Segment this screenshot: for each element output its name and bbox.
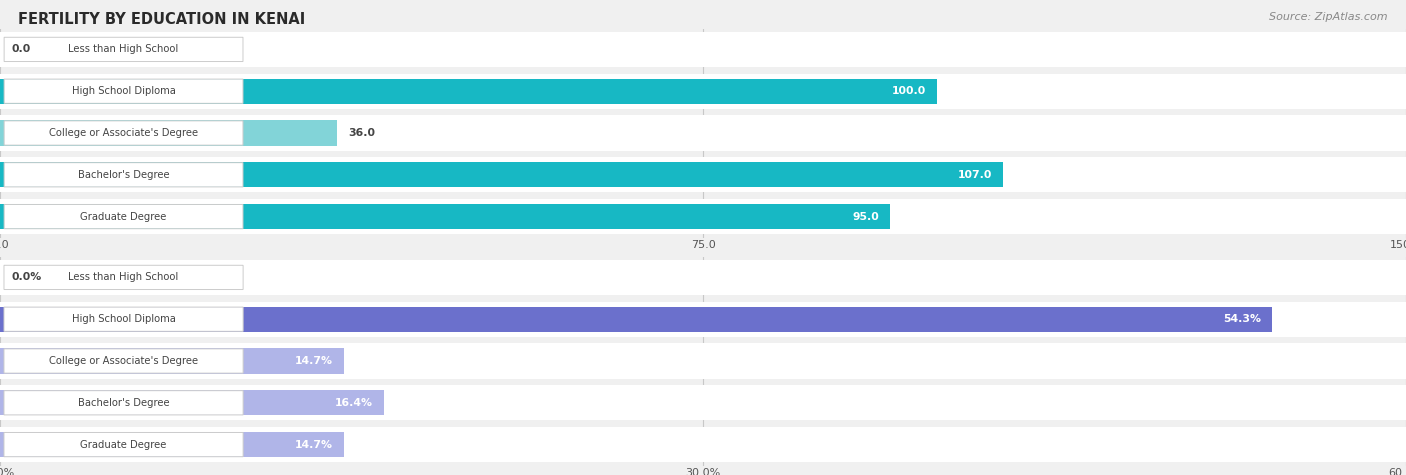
Text: 95.0: 95.0 bbox=[852, 211, 879, 222]
FancyBboxPatch shape bbox=[4, 307, 243, 332]
Text: 0.0%: 0.0% bbox=[11, 272, 42, 283]
FancyBboxPatch shape bbox=[0, 162, 1002, 187]
FancyBboxPatch shape bbox=[0, 260, 1406, 295]
Text: 100.0: 100.0 bbox=[891, 86, 927, 96]
FancyBboxPatch shape bbox=[4, 432, 243, 457]
FancyBboxPatch shape bbox=[0, 349, 344, 373]
FancyBboxPatch shape bbox=[0, 204, 890, 229]
FancyBboxPatch shape bbox=[4, 390, 243, 415]
FancyBboxPatch shape bbox=[4, 204, 243, 229]
FancyBboxPatch shape bbox=[0, 343, 1406, 379]
FancyBboxPatch shape bbox=[4, 79, 243, 104]
FancyBboxPatch shape bbox=[4, 349, 243, 373]
FancyBboxPatch shape bbox=[0, 121, 337, 145]
FancyBboxPatch shape bbox=[0, 157, 1406, 192]
FancyBboxPatch shape bbox=[4, 265, 243, 290]
FancyBboxPatch shape bbox=[4, 37, 243, 62]
Text: Less than High School: Less than High School bbox=[69, 272, 179, 283]
FancyBboxPatch shape bbox=[4, 121, 243, 145]
Text: 0.0: 0.0 bbox=[11, 44, 31, 55]
FancyBboxPatch shape bbox=[0, 74, 1406, 109]
Text: Less than High School: Less than High School bbox=[69, 44, 179, 55]
Text: Graduate Degree: Graduate Degree bbox=[80, 439, 167, 450]
Text: Source: ZipAtlas.com: Source: ZipAtlas.com bbox=[1270, 12, 1388, 22]
Text: Bachelor's Degree: Bachelor's Degree bbox=[77, 170, 169, 180]
FancyBboxPatch shape bbox=[4, 162, 243, 187]
FancyBboxPatch shape bbox=[0, 32, 1406, 67]
FancyBboxPatch shape bbox=[0, 79, 938, 104]
FancyBboxPatch shape bbox=[0, 307, 1272, 332]
FancyBboxPatch shape bbox=[0, 390, 384, 415]
FancyBboxPatch shape bbox=[0, 302, 1406, 337]
Text: 107.0: 107.0 bbox=[957, 170, 991, 180]
Text: 54.3%: 54.3% bbox=[1223, 314, 1261, 324]
Text: College or Associate's Degree: College or Associate's Degree bbox=[49, 128, 198, 138]
FancyBboxPatch shape bbox=[0, 427, 1406, 462]
FancyBboxPatch shape bbox=[0, 432, 344, 457]
FancyBboxPatch shape bbox=[0, 199, 1406, 234]
Text: High School Diploma: High School Diploma bbox=[72, 86, 176, 96]
Text: 14.7%: 14.7% bbox=[295, 356, 333, 366]
Text: High School Diploma: High School Diploma bbox=[72, 314, 176, 324]
FancyBboxPatch shape bbox=[0, 115, 1406, 151]
Text: 14.7%: 14.7% bbox=[295, 439, 333, 450]
Text: FERTILITY BY EDUCATION IN KENAI: FERTILITY BY EDUCATION IN KENAI bbox=[18, 12, 305, 27]
Text: 16.4%: 16.4% bbox=[335, 398, 373, 408]
Text: Graduate Degree: Graduate Degree bbox=[80, 211, 167, 222]
Text: Bachelor's Degree: Bachelor's Degree bbox=[77, 398, 169, 408]
Text: 36.0: 36.0 bbox=[349, 128, 375, 138]
FancyBboxPatch shape bbox=[0, 385, 1406, 420]
Text: College or Associate's Degree: College or Associate's Degree bbox=[49, 356, 198, 366]
